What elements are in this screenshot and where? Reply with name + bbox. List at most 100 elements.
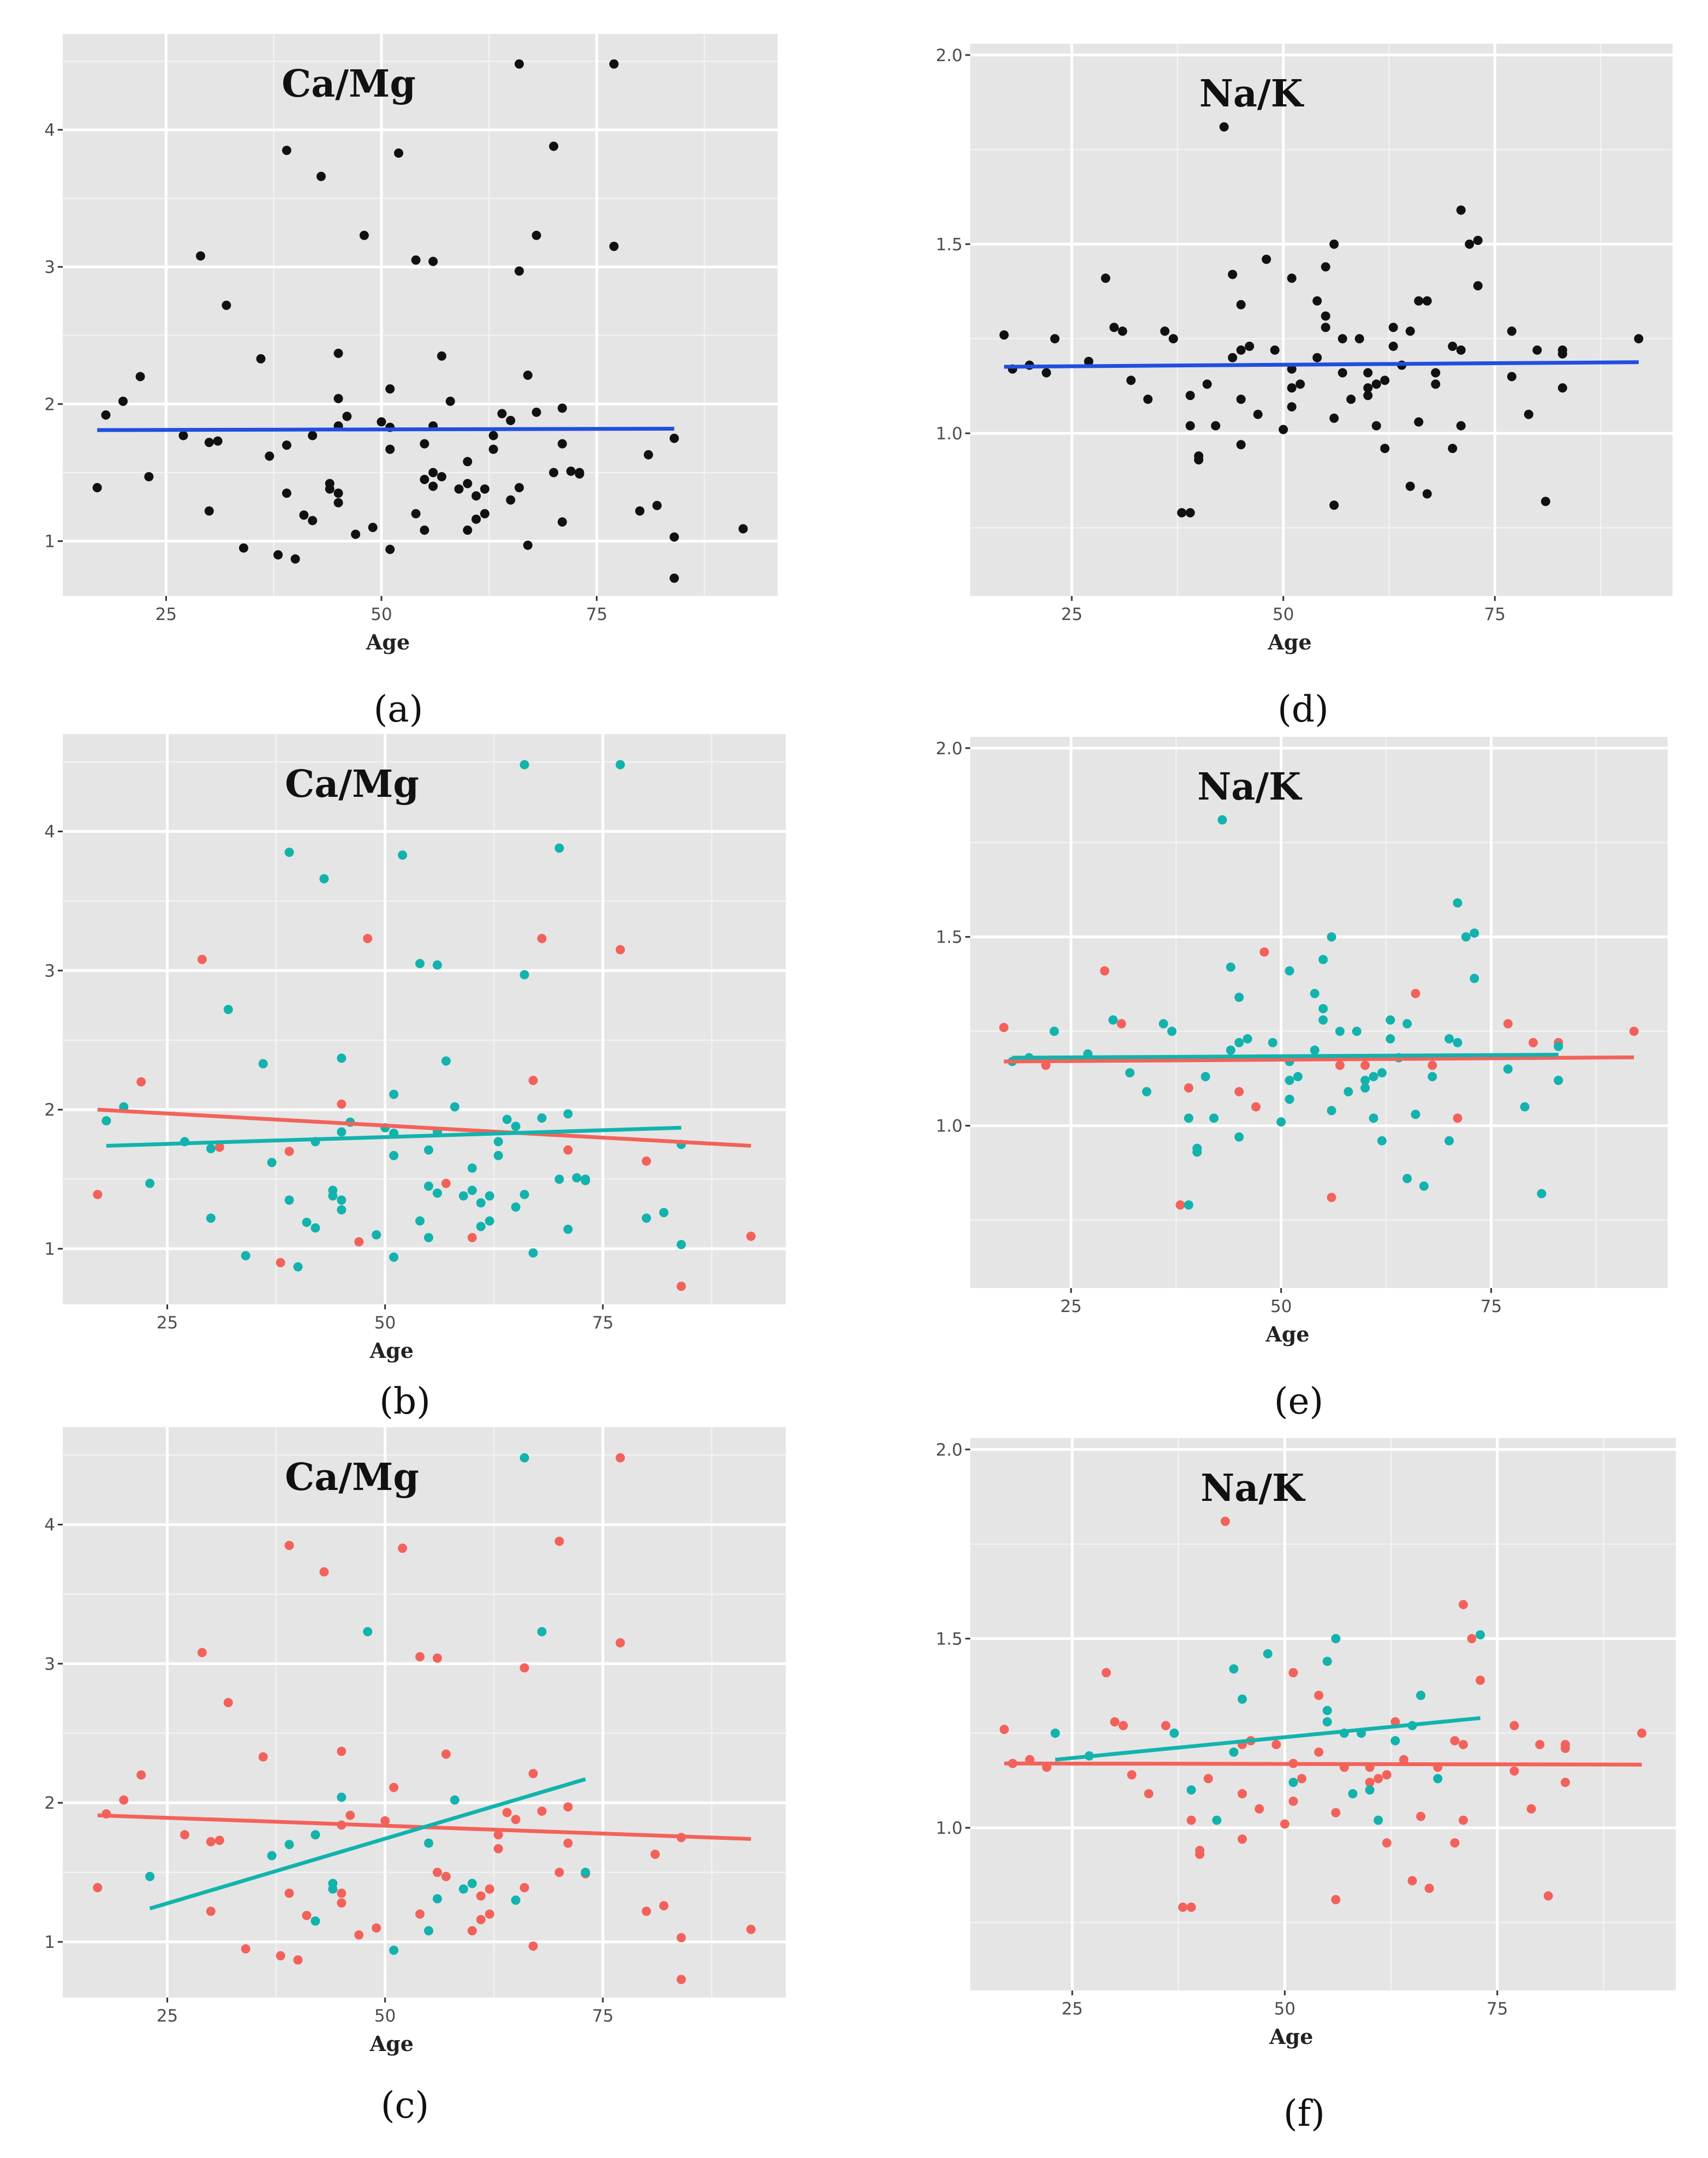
- data-point: [342, 412, 352, 421]
- data-point: [241, 1251, 250, 1261]
- series-all: [92, 59, 748, 583]
- data-point: [1243, 1034, 1252, 1044]
- data-point: [642, 1156, 652, 1166]
- x-tick-label: 50: [1270, 1297, 1292, 1316]
- data-point: [642, 1906, 652, 1916]
- data-point: [213, 436, 223, 446]
- data-point: [196, 251, 206, 261]
- data-point: [1503, 1064, 1513, 1074]
- data-point: [476, 1221, 486, 1231]
- data-point: [101, 410, 111, 420]
- data-point: [428, 468, 438, 478]
- data-point: [1629, 1027, 1639, 1036]
- data-point: [1509, 1766, 1519, 1776]
- data-point: [1380, 444, 1390, 454]
- x-axis-label: Age: [1267, 630, 1311, 654]
- plot-background: [970, 44, 1673, 596]
- data-point: [1226, 1045, 1235, 1055]
- data-point: [554, 1536, 564, 1546]
- data-point: [519, 1190, 529, 1200]
- data-point: [1271, 1739, 1281, 1749]
- data-point: [1285, 1094, 1294, 1104]
- data-point: [1422, 489, 1432, 499]
- data-point: [463, 525, 473, 535]
- data-point: [1329, 500, 1339, 510]
- data-point: [1419, 1181, 1429, 1191]
- data-point: [557, 439, 567, 449]
- data-point: [284, 1195, 294, 1205]
- data-point: [537, 1113, 547, 1123]
- data-point: [337, 1053, 347, 1063]
- data-point: [214, 1835, 224, 1845]
- data-point: [1535, 1739, 1545, 1749]
- series-group-2: [1007, 815, 1563, 1210]
- x-axis-label: Age: [1269, 2024, 1313, 2049]
- data-point: [337, 1746, 347, 1756]
- data-point: [119, 1795, 129, 1805]
- data-point: [1202, 379, 1212, 389]
- data-point: [1444, 1136, 1454, 1146]
- x-tick-label: 75: [592, 2006, 613, 2026]
- data-point: [1416, 1811, 1426, 1821]
- data-point: [359, 230, 369, 240]
- data-point: [1287, 273, 1297, 283]
- data-point: [1158, 1019, 1168, 1029]
- data-point: [1407, 1876, 1417, 1886]
- data-point: [1560, 1778, 1570, 1787]
- data-point: [267, 1158, 277, 1167]
- data-point: [1295, 379, 1305, 389]
- data-point: [1238, 1789, 1247, 1799]
- data-point: [999, 1725, 1009, 1734]
- data-point: [1369, 1072, 1378, 1082]
- data-point: [1380, 375, 1390, 385]
- data-point: [1108, 1015, 1118, 1025]
- data-point: [238, 543, 248, 553]
- data-point: [1178, 1903, 1187, 1912]
- plot-background: [63, 34, 778, 596]
- data-point: [1143, 395, 1153, 404]
- data-point: [554, 843, 564, 853]
- data-point: [463, 479, 473, 488]
- data-point: [1448, 444, 1458, 454]
- data-point: [1388, 323, 1398, 332]
- data-point: [642, 1213, 652, 1223]
- data-point: [1314, 1690, 1324, 1700]
- data-point: [1456, 421, 1466, 431]
- data-point: [467, 1926, 477, 1936]
- data-point: [1537, 1189, 1546, 1199]
- panel-label: (f): [1283, 2093, 1325, 2135]
- data-point: [528, 1941, 538, 1951]
- data-point: [581, 1175, 590, 1184]
- data-point: [506, 415, 516, 425]
- data-point: [411, 255, 421, 265]
- data-point: [1285, 966, 1294, 976]
- data-point: [1335, 1060, 1345, 1070]
- y-tick-label: 2.0: [936, 739, 963, 759]
- data-point: [1186, 1785, 1196, 1795]
- data-point: [1507, 326, 1516, 336]
- data-point: [389, 1089, 399, 1099]
- data-point: [1428, 1060, 1437, 1070]
- data-point: [1185, 508, 1195, 518]
- data-point: [258, 1752, 268, 1762]
- data-point: [432, 1653, 442, 1663]
- data-point: [616, 1453, 625, 1463]
- data-point: [1346, 395, 1356, 404]
- data-point: [616, 760, 625, 770]
- data-point: [1414, 417, 1424, 427]
- data-point: [1322, 1706, 1332, 1715]
- data-point: [206, 1837, 216, 1847]
- data-point: [178, 431, 188, 440]
- x-tick-label: 25: [157, 2006, 178, 2026]
- data-point: [1287, 402, 1297, 412]
- data-point: [676, 1975, 686, 1984]
- data-point: [415, 1652, 425, 1662]
- data-point: [337, 1099, 347, 1109]
- data-point: [282, 440, 291, 450]
- data-point: [282, 146, 291, 156]
- data-point: [1459, 1739, 1468, 1749]
- data-point: [445, 396, 455, 406]
- data-point: [276, 1951, 285, 1961]
- data-point: [563, 1224, 573, 1234]
- data-point: [1473, 235, 1483, 245]
